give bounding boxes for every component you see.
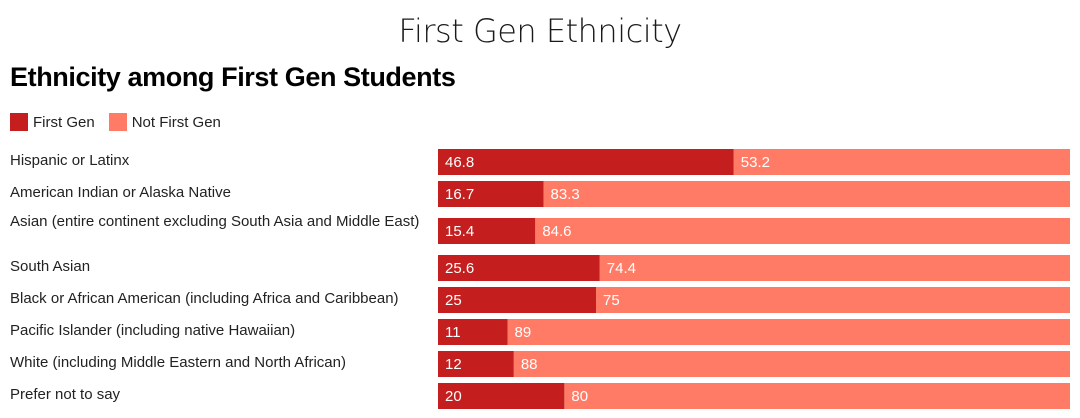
bar-first-gen <box>438 383 565 409</box>
data-label-not-first-gen: 89 <box>515 324 532 341</box>
legend-item-not-first-gen: Not First Gen <box>108 113 221 131</box>
bar-first-gen <box>438 351 514 377</box>
legend-label-first-gen: First Gen <box>33 113 95 131</box>
legend-label-not-first-gen: Not First Gen <box>131 113 221 131</box>
category-label: Pacific Islander (including native Hawai… <box>10 322 296 339</box>
bar-not-first-gen <box>599 255 1070 281</box>
bar-not-first-gen <box>507 319 1070 345</box>
category-label: Prefer not to say <box>10 386 121 403</box>
data-label-not-first-gen: 84.6 <box>542 223 571 240</box>
data-label-first-gen: 46.8 <box>445 154 474 171</box>
legend-swatch-first-gen <box>10 113 28 131</box>
bar-first-gen <box>438 218 536 244</box>
category-label: Hispanic or Latinx <box>10 152 130 169</box>
bar-first-gen <box>438 287 596 313</box>
data-label-first-gen: 25 <box>445 292 462 309</box>
bar-not-first-gen <box>596 287 1070 313</box>
bar-first-gen <box>438 149 734 175</box>
data-label-first-gen: 16.7 <box>445 186 474 203</box>
data-label-first-gen: 15.4 <box>445 223 474 240</box>
page-title: First Gen Ethnicity <box>398 12 682 50</box>
category-label: Black or African American (including Afr… <box>10 290 399 307</box>
data-label-not-first-gen: 74.4 <box>607 260 636 277</box>
category-label: Asian (entire continent excluding South … <box>10 213 420 230</box>
bar-not-first-gen <box>733 149 1070 175</box>
data-label-first-gen: 12 <box>445 356 462 373</box>
data-label-not-first-gen: 53.2 <box>741 154 770 171</box>
chart-title: Ethnicity among First Gen Students <box>10 62 456 92</box>
category-label: White (including Middle Eastern and Nort… <box>10 354 346 371</box>
bar-first-gen <box>438 255 600 281</box>
bar-not-first-gen <box>535 218 1070 244</box>
data-label-not-first-gen: 75 <box>603 292 620 309</box>
data-label-not-first-gen: 88 <box>521 356 538 373</box>
data-label-first-gen: 11 <box>445 324 461 341</box>
bar-not-first-gen <box>513 351 1070 377</box>
data-label-not-first-gen: 80 <box>571 388 588 405</box>
category-label: South Asian <box>10 258 91 275</box>
data-label-not-first-gen: 83.3 <box>551 186 580 203</box>
bar-not-first-gen <box>543 181 1070 207</box>
data-label-first-gen: 20 <box>445 388 462 405</box>
data-label-first-gen: 25.6 <box>445 260 474 277</box>
category-label: American Indian or Alaska Native <box>10 184 231 201</box>
legend-swatch-not-first-gen <box>108 113 127 131</box>
bar-first-gen <box>438 181 544 207</box>
legend-item-first-gen: First Gen <box>10 113 95 131</box>
bar-not-first-gen <box>564 383 1070 409</box>
legend: First Gen Not First Gen <box>10 113 235 131</box>
bar-first-gen <box>438 319 508 345</box>
